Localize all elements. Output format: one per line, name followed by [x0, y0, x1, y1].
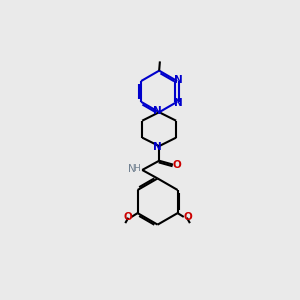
- Text: O: O: [172, 160, 181, 170]
- Text: H: H: [133, 164, 140, 173]
- Text: O: O: [123, 212, 132, 222]
- Text: N: N: [153, 106, 162, 116]
- Text: N: N: [128, 164, 135, 174]
- Text: N: N: [153, 142, 162, 152]
- Text: N: N: [174, 74, 183, 85]
- Text: N: N: [174, 98, 183, 108]
- Text: O: O: [183, 212, 192, 222]
